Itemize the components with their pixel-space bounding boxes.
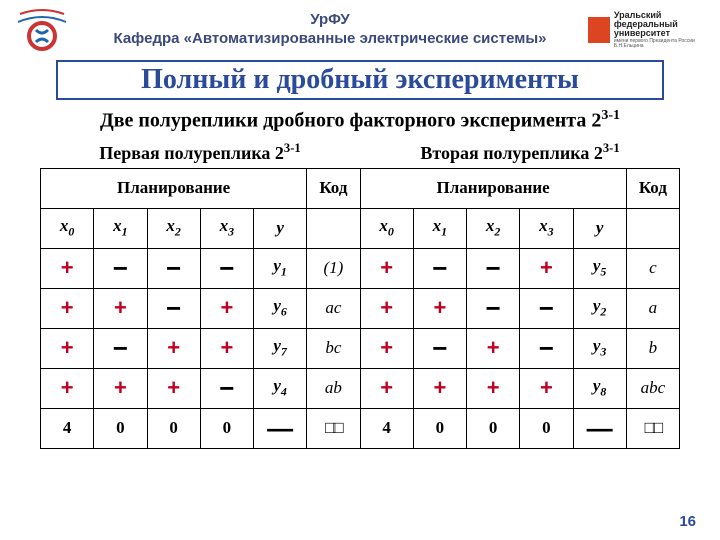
header-line2: Кафедра «Автоматизированные электрически… xyxy=(72,30,588,49)
sign-cell: + xyxy=(467,368,520,408)
sign-cell: − xyxy=(94,328,147,368)
page-number: 16 xyxy=(679,513,696,530)
sum-v3r: 0 xyxy=(520,408,573,448)
sign-cell: − xyxy=(413,248,466,288)
sign-cell: − xyxy=(467,288,520,328)
table-row: +−++y7bc+−+−y3b xyxy=(41,328,680,368)
planning-right: Планирование xyxy=(360,168,626,208)
sign-cell: − xyxy=(147,248,200,288)
sign-cell: − xyxy=(520,328,573,368)
sum-dash: — xyxy=(254,408,307,448)
sign-cell: + xyxy=(41,328,94,368)
sign-cell: + xyxy=(94,288,147,328)
sum-v1: 0 xyxy=(94,408,147,448)
table-row: ++−+y6ac++−−y2a xyxy=(41,288,680,328)
sign-cell: + xyxy=(94,368,147,408)
sign-cell: + xyxy=(413,368,466,408)
y-cell: y4 xyxy=(254,368,307,408)
col-x3: x3 xyxy=(200,208,253,248)
code-cell: b xyxy=(626,328,679,368)
sign-cell: − xyxy=(467,248,520,288)
col-coder xyxy=(626,208,679,248)
logo-right: Уральский федеральный университет имени … xyxy=(588,6,708,54)
y-cell: y5 xyxy=(573,248,626,288)
sign-cell: + xyxy=(41,368,94,408)
col-x3r: x3 xyxy=(520,208,573,248)
table-row: 4 0 0 0 — □□ 4 0 0 0 — □□ xyxy=(41,408,680,448)
halfrep-left: Первая полуреплика 23-1 xyxy=(40,141,360,164)
table-row: +++−y4ab++++y8abc xyxy=(41,368,680,408)
table-row: x0 x1 x2 x3 y x0 x1 x2 x3 y xyxy=(41,208,680,248)
sign-cell: − xyxy=(200,248,253,288)
code-right: Код xyxy=(626,168,679,208)
experiment-table: Планирование Код Планирование Код x0 x1 … xyxy=(40,168,680,449)
col-y: y xyxy=(254,208,307,248)
col-x0r: x0 xyxy=(360,208,413,248)
sign-cell: + xyxy=(520,368,573,408)
y-cell: y1 xyxy=(254,248,307,288)
sign-cell: − xyxy=(147,288,200,328)
sign-cell: − xyxy=(94,248,147,288)
col-x1r: x1 xyxy=(413,208,466,248)
sign-cell: + xyxy=(467,328,520,368)
y-cell: y8 xyxy=(573,368,626,408)
sign-cell: + xyxy=(520,248,573,288)
sign-cell: + xyxy=(200,288,253,328)
code-cell: ac xyxy=(307,288,360,328)
halfrep-right: Вторая полуреплика 23-1 xyxy=(360,141,680,164)
sign-cell: − xyxy=(200,368,253,408)
sign-cell: + xyxy=(360,328,413,368)
col-x2: x2 xyxy=(147,208,200,248)
col-code xyxy=(307,208,360,248)
planning-left: Планирование xyxy=(41,168,307,208)
sum-v0r: 4 xyxy=(360,408,413,448)
col-x1: x1 xyxy=(94,208,147,248)
header-line1: УрФУ xyxy=(72,11,588,30)
halfrep-row: Первая полуреплика 23-1 Вторая полурепли… xyxy=(40,141,680,164)
urfu-sub: имени первого Президента России Б.Н.Ельц… xyxy=(614,39,708,50)
sign-cell: + xyxy=(360,368,413,408)
sum-v3: 0 xyxy=(200,408,253,448)
header: УрФУ Кафедра «Автоматизированные электри… xyxy=(0,0,720,56)
header-text: УрФУ Кафедра «Автоматизированные электри… xyxy=(72,11,588,49)
subtitle: Две полуреплики дробного факторного эксп… xyxy=(0,108,720,133)
code-cell: bc xyxy=(307,328,360,368)
col-yr: y xyxy=(573,208,626,248)
sign-cell: + xyxy=(413,288,466,328)
sign-cell: − xyxy=(520,288,573,328)
sum-v2: 0 xyxy=(147,408,200,448)
logo-left xyxy=(12,6,72,54)
code-cell: a xyxy=(626,288,679,328)
table-row: +−−−y1(1)+−−+y5c xyxy=(41,248,680,288)
sign-cell: + xyxy=(41,248,94,288)
sign-cell: + xyxy=(200,328,253,368)
sum-v0: 4 xyxy=(41,408,94,448)
sign-cell: + xyxy=(360,288,413,328)
sign-cell: + xyxy=(147,328,200,368)
sum-v2r: 0 xyxy=(467,408,520,448)
urfu-square-icon xyxy=(588,17,610,43)
sum-boxr: □□ xyxy=(626,408,679,448)
y-cell: y3 xyxy=(573,328,626,368)
col-x2r: x2 xyxy=(467,208,520,248)
code-cell: ab xyxy=(307,368,360,408)
sign-cell: − xyxy=(413,328,466,368)
page-title: Полный и дробный эксперименты xyxy=(141,64,579,95)
y-cell: y6 xyxy=(254,288,307,328)
sum-v1r: 0 xyxy=(413,408,466,448)
sign-cell: + xyxy=(41,288,94,328)
sign-cell: + xyxy=(147,368,200,408)
code-cell: abc xyxy=(626,368,679,408)
title-box: Полный и дробный эксперименты xyxy=(56,60,664,100)
sum-box: □□ xyxy=(307,408,360,448)
y-cell: y7 xyxy=(254,328,307,368)
code-cell: c xyxy=(626,248,679,288)
col-x0: x0 xyxy=(41,208,94,248)
code-cell: (1) xyxy=(307,248,360,288)
table-row: Планирование Код Планирование Код xyxy=(41,168,680,208)
sign-cell: + xyxy=(360,248,413,288)
y-cell: y2 xyxy=(573,288,626,328)
code-left: Код xyxy=(307,168,360,208)
sum-dashr: — xyxy=(573,408,626,448)
